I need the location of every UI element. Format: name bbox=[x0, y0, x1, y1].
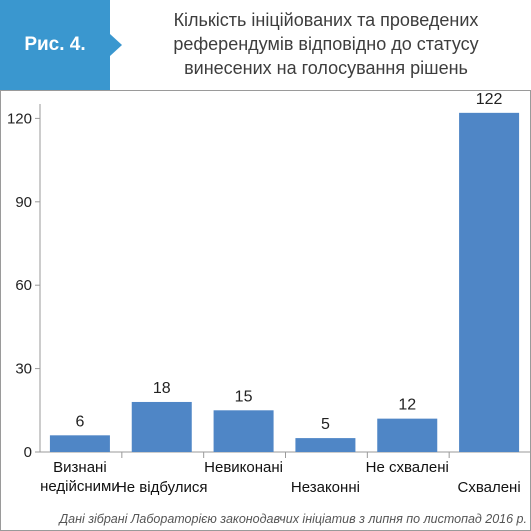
data-label: 12 bbox=[398, 397, 416, 414]
figure-label-arrow bbox=[110, 34, 122, 56]
category-label: Визнані bbox=[53, 459, 107, 476]
category-label: Не відбулися bbox=[116, 479, 208, 496]
figure-label: Рис. 4. bbox=[0, 0, 110, 90]
title-line-2: референдумів відповідно до статусу bbox=[173, 34, 479, 54]
bar bbox=[459, 112, 520, 452]
data-label: 122 bbox=[476, 91, 503, 108]
category-label: Не схвалені bbox=[366, 459, 449, 476]
chart-title: Кількість ініційованих та проведених реф… bbox=[124, 8, 528, 80]
bar bbox=[49, 435, 110, 452]
data-label: 18 bbox=[153, 380, 171, 397]
title-line-3: винесених на голосування рішень bbox=[184, 58, 468, 78]
y-tick-label: 60 bbox=[15, 277, 32, 294]
category-label: Невиконані bbox=[204, 459, 283, 476]
category-label: Схвалені bbox=[457, 479, 520, 496]
title-line-1: Кількість ініційованих та проведених bbox=[173, 10, 479, 30]
bar bbox=[213, 410, 274, 452]
header: Рис. 4. Кількість ініційованих та провед… bbox=[0, 0, 531, 90]
bar bbox=[377, 418, 438, 452]
category-label: недійсними bbox=[40, 478, 120, 495]
footnote: Дані зібрані Лабораторією законодавчих і… bbox=[59, 512, 527, 526]
data-label: 5 bbox=[321, 416, 330, 433]
bar bbox=[131, 401, 192, 452]
y-tick-label: 120 bbox=[7, 110, 32, 127]
bar bbox=[295, 438, 356, 452]
data-label: 15 bbox=[235, 388, 253, 405]
y-tick-label: 90 bbox=[15, 194, 32, 211]
data-label: 6 bbox=[75, 413, 84, 430]
category-label: Незаконні bbox=[291, 479, 360, 496]
bar-chart: 0 30 60 90 120 6 Визнані недійсними 18 Не відбули… bbox=[7, 91, 531, 496]
y-tick-label: 0 bbox=[24, 444, 32, 461]
y-tick-label: 30 bbox=[15, 361, 32, 378]
